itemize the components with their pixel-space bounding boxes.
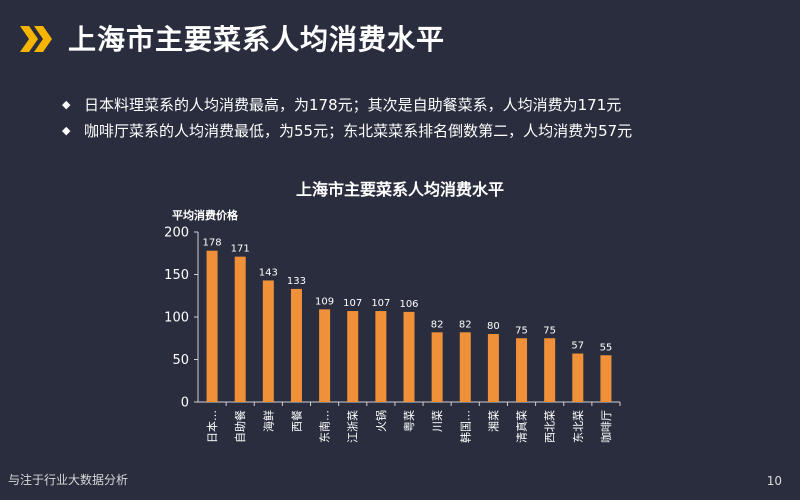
x-tick-label: 西餐 (289, 410, 303, 432)
data-label: 55 (600, 342, 613, 353)
x-tick-label: 湘菜 (486, 410, 500, 432)
page-number: 10 (766, 474, 782, 488)
data-label: 75 (515, 325, 528, 336)
x-tick-label: 日本… (205, 410, 219, 443)
bar (290, 288, 302, 402)
x-tick-label: 东北菜 (572, 410, 585, 443)
diamond-icon: ◆ (62, 124, 71, 137)
bar (262, 280, 274, 402)
y-tick-label: 200 (164, 226, 189, 241)
data-label: 57 (571, 341, 584, 352)
bar (347, 311, 359, 402)
bullet-item: ◆ 咖啡厅菜系的人均消费最低，为55元；东北菜菜系排名倒数第二，人均消费为57元 (62, 118, 632, 144)
data-label: 178 (203, 238, 222, 249)
y-tick-label: 0 (181, 396, 189, 411)
data-label: 143 (259, 267, 278, 278)
data-label: 80 (487, 321, 500, 332)
x-tick-label: 韩国… (458, 410, 472, 443)
bullet-item: ◆ 日本料理菜系的人均消费最高，为178元；其次是自助餐菜系，人均消费为171元 (62, 92, 632, 118)
x-tick-label: 川菜 (431, 410, 444, 432)
y-axis-title: 平均消费价格 (172, 209, 238, 222)
x-tick-label: 东南… (319, 410, 332, 443)
x-tick-label: 西北菜 (544, 410, 557, 443)
bar (516, 338, 528, 402)
bar (487, 334, 499, 402)
bar (206, 250, 218, 402)
data-label: 171 (231, 244, 250, 255)
chart-title: 上海市主要菜系人均消费水平 (295, 180, 504, 199)
bullet-text: 咖啡厅菜系的人均消费最低，为55元；东北菜菜系排名倒数第二，人均消费为57元 (84, 122, 633, 140)
bar (459, 332, 471, 402)
y-tick-label: 50 (172, 353, 189, 368)
data-label: 75 (543, 325, 556, 336)
data-label: 82 (431, 319, 444, 330)
x-tick-label: 粤菜 (402, 410, 416, 432)
data-label: 107 (343, 298, 362, 309)
x-tick-label: 清真菜 (515, 410, 529, 443)
bar (431, 332, 443, 402)
double-chevron-logo-icon (20, 26, 52, 52)
x-tick-label: 自助餐 (233, 410, 247, 443)
bar (375, 311, 387, 402)
data-label: 133 (287, 276, 306, 287)
x-tick-label: 江浙菜 (347, 410, 360, 443)
x-tick-label: 海鲜 (261, 410, 275, 432)
data-label: 107 (371, 298, 390, 309)
diamond-icon: ◆ (62, 98, 71, 111)
y-tick-label: 100 (164, 311, 189, 326)
bullet-text: 日本料理菜系的人均消费最高，为178元；其次是自助餐菜系，人均消费为171元 (84, 96, 622, 114)
bar (319, 309, 331, 402)
footer-text: 与注于行业大数据分析 (8, 473, 129, 487)
data-label: 106 (399, 299, 418, 310)
data-label: 82 (459, 319, 472, 330)
slide-title: 上海市主要菜系人均消费水平 (68, 23, 446, 56)
bar (544, 338, 556, 402)
bar (403, 311, 415, 402)
x-tick-label: 咖啡厅 (599, 410, 613, 443)
bar (600, 355, 612, 402)
x-tick-label: 火锅 (375, 410, 388, 432)
y-tick-label: 150 (164, 268, 189, 283)
bar (234, 256, 246, 402)
bar (572, 353, 584, 402)
bullet-list: ◆ 日本料理菜系的人均消费最高，为178元；其次是自助餐菜系，人均消费为171元… (62, 92, 632, 144)
data-label: 109 (315, 296, 334, 307)
